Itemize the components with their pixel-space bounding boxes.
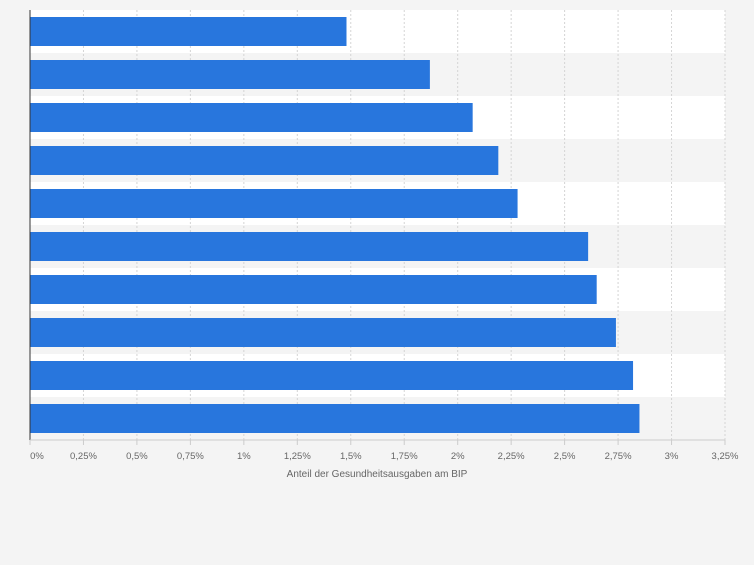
- x-tick-label: 1,5%: [340, 451, 362, 462]
- bar: [30, 275, 597, 304]
- x-tick-label: 2%: [451, 451, 465, 462]
- bars: [30, 17, 640, 433]
- bar: [30, 146, 499, 175]
- x-tick-label: 0,25%: [70, 451, 97, 462]
- x-tick-label: 0%: [30, 451, 44, 462]
- x-tick-label: 0,75%: [177, 451, 204, 462]
- bar: [30, 60, 430, 89]
- bar: [30, 189, 518, 218]
- bar: [30, 404, 640, 433]
- x-tick-label: 3,25%: [712, 451, 739, 462]
- bar: [30, 232, 589, 261]
- x-tick-label: 3%: [665, 451, 679, 462]
- bar: [30, 361, 634, 390]
- x-axis-title: Anteil der Gesundheitsausgaben am BIP: [287, 469, 468, 480]
- x-tick-label: 2,25%: [498, 451, 525, 462]
- x-tick-label: 2,5%: [554, 451, 576, 462]
- x-tick-label: 1,75%: [391, 451, 418, 462]
- bar: [30, 318, 616, 347]
- x-tick-label: 1,25%: [284, 451, 311, 462]
- x-tick-label: 0,5%: [126, 451, 148, 462]
- bar: [30, 103, 473, 132]
- x-tick-label: 2,75%: [605, 451, 632, 462]
- bar: [30, 17, 347, 46]
- x-tick-label: 1%: [237, 451, 251, 462]
- axes: [29, 10, 725, 441]
- x-tick-labels: 0% 0,25% 0,5% 0,75% 1% 1,25% 1,5% 1,75% 2% 2,25% 2…: [29, 440, 739, 462]
